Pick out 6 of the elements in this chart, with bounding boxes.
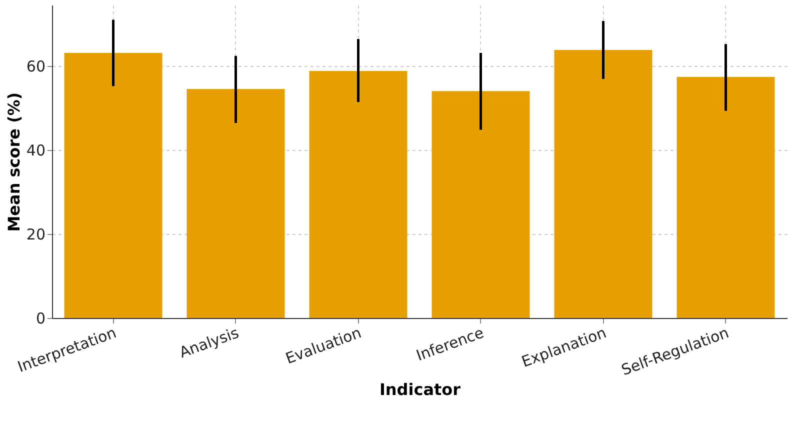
y-axis-title: Mean score (%) [4, 92, 24, 232]
y-tick-label: 60 [26, 57, 46, 76]
y-tick-label: 20 [26, 225, 46, 244]
y-tick-label: 0 [36, 310, 46, 328]
x-axis-title: Indicator [379, 380, 461, 400]
y-tick-label: 40 [26, 141, 46, 160]
